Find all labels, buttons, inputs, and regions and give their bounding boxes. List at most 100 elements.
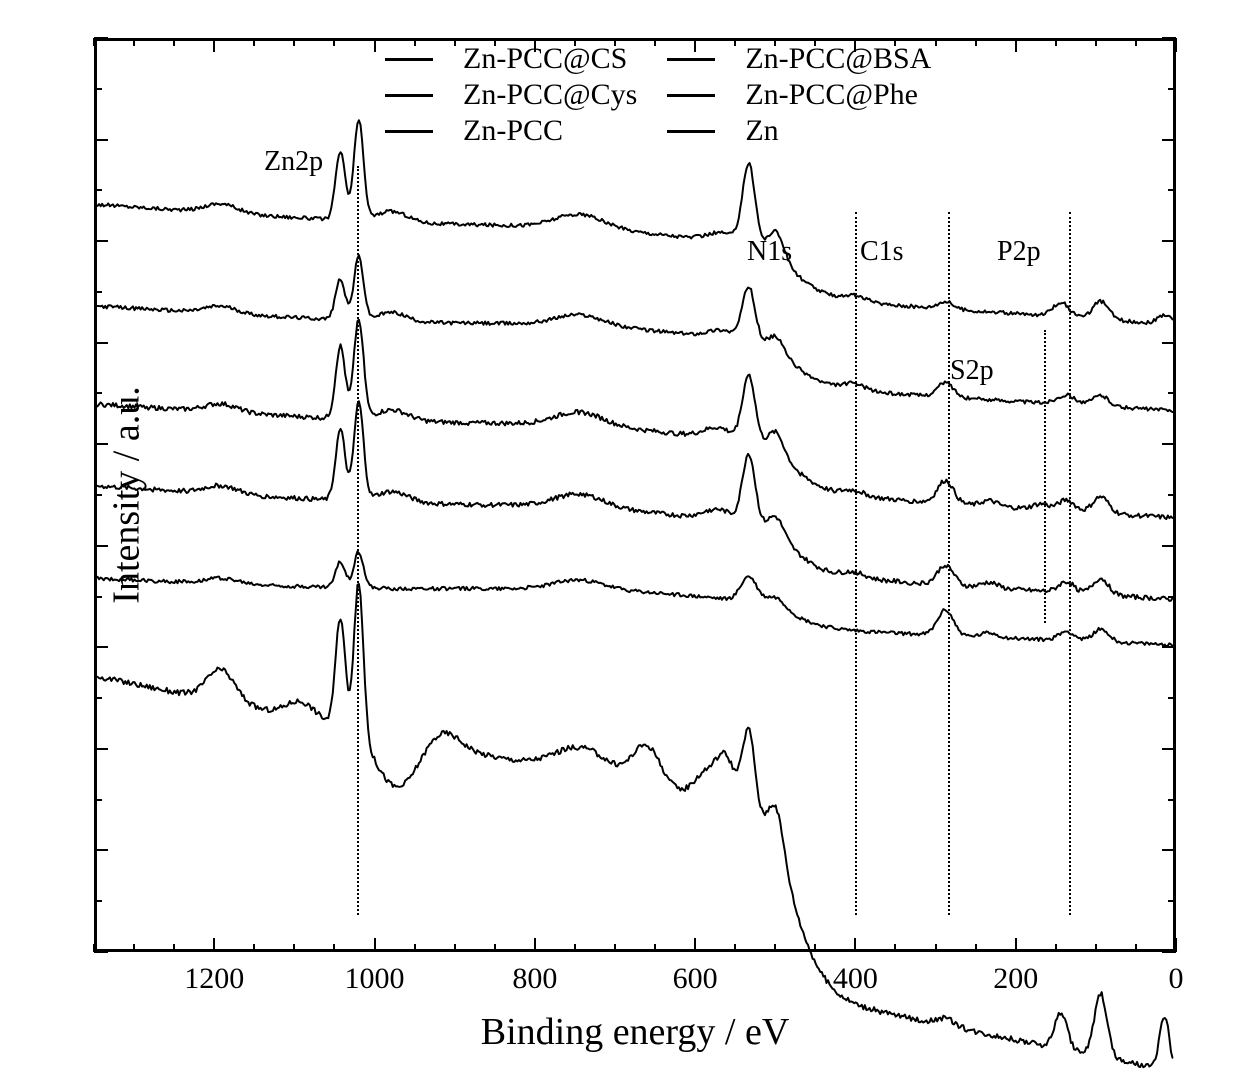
- spectrum-line: [98, 401, 1173, 601]
- x-tick: [814, 944, 816, 952]
- x-tick: [774, 944, 776, 952]
- y-tick: [1168, 799, 1176, 801]
- reference-line: [1044, 330, 1046, 622]
- y-tick: [1162, 443, 1176, 445]
- x-axis-label: Binding energy / eV: [481, 1010, 790, 1054]
- legend-label: Zn: [745, 114, 931, 148]
- x-tick: [293, 38, 295, 46]
- x-tick-label: 400: [833, 962, 878, 996]
- y-tick: [94, 392, 102, 394]
- x-tick: [654, 944, 656, 952]
- x-tick: [1095, 38, 1097, 46]
- y-tick: [1168, 189, 1176, 191]
- y-tick: [1162, 748, 1176, 750]
- y-tick: [94, 697, 102, 699]
- x-tick-label: 600: [673, 962, 718, 996]
- x-tick: [975, 38, 977, 46]
- x-tick: [654, 38, 656, 46]
- y-tick: [1168, 596, 1176, 598]
- x-tick: [935, 38, 937, 46]
- legend-label: Zn-PCC@CS: [463, 42, 637, 76]
- y-tick: [94, 596, 102, 598]
- legend-line: [667, 58, 715, 61]
- x-tick: [414, 38, 416, 46]
- x-tick: [574, 38, 576, 46]
- x-tick: [894, 38, 896, 46]
- x-tick: [133, 38, 135, 46]
- spectra-svg: [97, 41, 1173, 949]
- x-tick-label: 800: [512, 962, 557, 996]
- y-tick: [1168, 697, 1176, 699]
- peak-label: N1s: [747, 236, 792, 268]
- y-tick: [1162, 646, 1176, 648]
- y-tick: [1162, 240, 1176, 242]
- y-tick: [94, 951, 108, 953]
- x-tick: [494, 944, 496, 952]
- legend-line: [385, 94, 433, 97]
- x-tick: [1175, 38, 1177, 52]
- x-tick: [253, 38, 255, 46]
- y-tick: [94, 342, 108, 344]
- y-tick: [1168, 88, 1176, 90]
- x-tick: [213, 938, 215, 952]
- plot-area: [94, 38, 1176, 952]
- y-tick: [94, 494, 102, 496]
- x-tick: [894, 944, 896, 952]
- x-tick: [534, 938, 536, 952]
- y-axis-label: Intensity / a.u.: [105, 386, 149, 603]
- y-tick: [1162, 342, 1176, 344]
- figure: Intensity / a.u. Binding energy / eV Zn-…: [0, 0, 1240, 1075]
- x-tick: [935, 944, 937, 952]
- y-tick: [94, 443, 108, 445]
- x-tick: [173, 38, 175, 46]
- x-tick: [333, 944, 335, 952]
- y-tick: [1168, 291, 1176, 293]
- y-tick: [1168, 392, 1176, 394]
- y-tick: [1162, 37, 1176, 39]
- y-tick: [1162, 951, 1176, 953]
- legend-label: Zn-PCC: [463, 114, 637, 148]
- y-tick: [94, 646, 108, 648]
- x-tick: [774, 38, 776, 46]
- x-tick: [1055, 38, 1057, 46]
- x-tick: [975, 944, 977, 952]
- peak-label: C1s: [860, 236, 904, 268]
- legend-line: [385, 58, 433, 61]
- x-tick: [454, 944, 456, 952]
- x-tick: [454, 38, 456, 46]
- x-tick: [854, 38, 856, 52]
- peak-label: S2p: [950, 355, 994, 387]
- y-tick: [1162, 545, 1176, 547]
- x-tick-label: 0: [1169, 962, 1184, 996]
- y-tick: [94, 240, 108, 242]
- spectrum-line: [98, 551, 1173, 646]
- x-tick: [414, 944, 416, 952]
- spectrum-line: [98, 120, 1173, 324]
- x-tick: [694, 938, 696, 952]
- x-tick: [1015, 38, 1017, 52]
- x-tick: [93, 38, 95, 46]
- x-tick: [333, 38, 335, 46]
- y-tick: [94, 37, 108, 39]
- x-tick: [253, 944, 255, 952]
- y-tick: [94, 799, 102, 801]
- y-tick: [94, 748, 108, 750]
- x-tick: [614, 38, 616, 46]
- y-tick: [1162, 139, 1176, 141]
- y-tick: [94, 139, 108, 141]
- x-tick: [1015, 938, 1017, 952]
- x-tick: [1135, 944, 1137, 952]
- legend-label: Zn-PCC@BSA: [745, 42, 931, 76]
- legend-line: [667, 94, 715, 97]
- y-tick: [94, 189, 102, 191]
- x-tick: [614, 944, 616, 952]
- spectrum-line: [98, 320, 1173, 519]
- spectrum-line: [98, 255, 1173, 412]
- y-tick: [94, 900, 102, 902]
- reference-line: [1069, 212, 1071, 916]
- x-tick: [734, 944, 736, 952]
- reference-line: [948, 212, 950, 916]
- x-tick: [494, 38, 496, 46]
- x-tick: [1135, 38, 1137, 46]
- x-tick: [293, 944, 295, 952]
